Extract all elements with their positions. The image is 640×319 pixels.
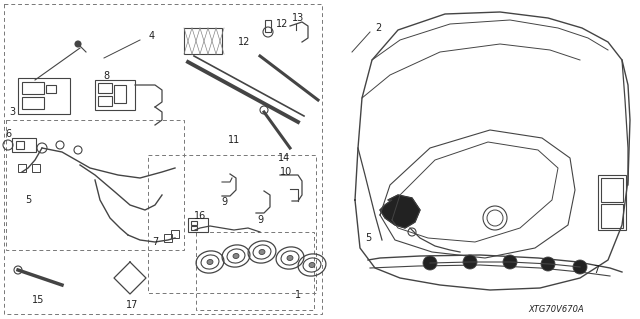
Bar (196, 232, 314, 310)
Text: 12: 12 (238, 37, 250, 47)
Text: 17: 17 (126, 300, 138, 310)
Text: 9: 9 (221, 197, 227, 207)
Bar (95, 80, 135, 110)
Circle shape (75, 41, 81, 47)
Bar (46, 85, 56, 93)
Text: 11: 11 (228, 135, 240, 145)
Bar (191, 221, 197, 225)
Ellipse shape (233, 254, 239, 258)
Ellipse shape (287, 256, 293, 261)
Text: 8: 8 (103, 71, 109, 81)
Circle shape (423, 256, 437, 270)
Text: 15: 15 (32, 295, 44, 305)
Bar (4, 4, 322, 314)
Bar (601, 178, 623, 202)
Bar (98, 96, 112, 106)
Ellipse shape (309, 263, 315, 268)
Text: 1: 1 (295, 290, 301, 300)
Bar (171, 230, 179, 238)
Bar (164, 234, 172, 242)
Bar (18, 164, 26, 172)
Text: 12: 12 (276, 19, 288, 29)
Bar (18, 78, 70, 114)
Bar (265, 20, 271, 32)
Bar (6, 120, 184, 250)
Text: 7: 7 (593, 265, 599, 275)
Bar (98, 83, 112, 93)
Circle shape (503, 255, 517, 269)
Bar (114, 85, 126, 103)
Bar (601, 204, 623, 228)
Bar (22, 82, 44, 94)
Bar (22, 97, 44, 109)
Bar (191, 226, 197, 230)
Text: XTG70V670A: XTG70V670A (528, 306, 584, 315)
Circle shape (541, 257, 555, 271)
Circle shape (573, 260, 587, 274)
Text: 3: 3 (9, 107, 15, 117)
Text: 9: 9 (257, 215, 263, 225)
Bar (598, 175, 626, 230)
Ellipse shape (259, 249, 265, 255)
Text: 10: 10 (280, 167, 292, 177)
Text: 14: 14 (278, 153, 290, 163)
Text: 5: 5 (25, 195, 31, 205)
Ellipse shape (207, 259, 213, 264)
Bar (32, 164, 40, 172)
Text: 16: 16 (194, 211, 206, 221)
Circle shape (463, 255, 477, 269)
Text: 6: 6 (5, 129, 11, 139)
Polygon shape (380, 195, 420, 228)
Bar (16, 141, 24, 149)
Text: 4: 4 (149, 31, 155, 41)
Bar (148, 155, 316, 293)
Text: 13: 13 (292, 13, 304, 23)
Bar (184, 28, 222, 54)
Text: 5: 5 (365, 233, 371, 243)
Text: 2: 2 (375, 23, 381, 33)
Text: 7: 7 (152, 237, 158, 247)
Bar (188, 218, 208, 232)
Bar (12, 138, 36, 152)
